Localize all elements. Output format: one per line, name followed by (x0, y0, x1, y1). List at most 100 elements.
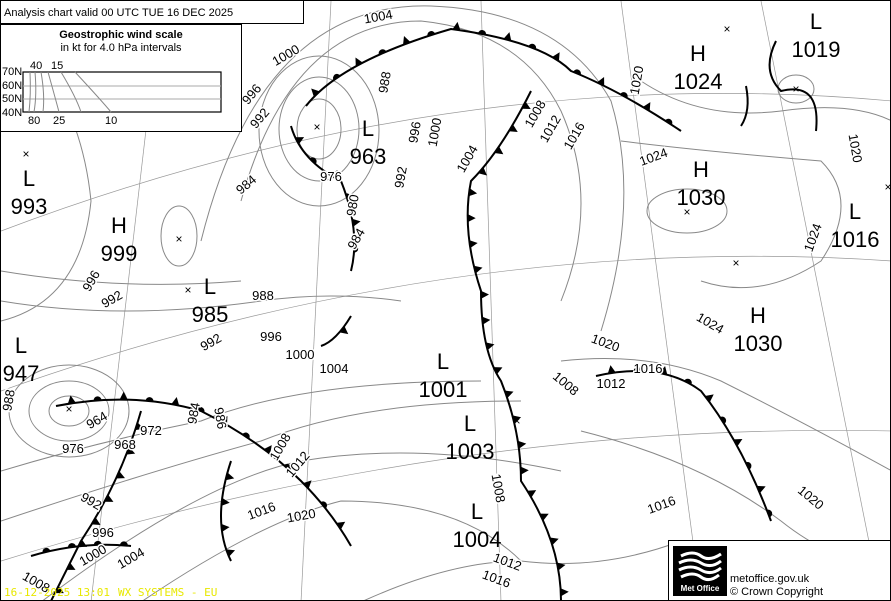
isobar-label: 992 (198, 330, 224, 354)
front-semicircle-icon (620, 92, 628, 99)
front-triangle-icon (221, 497, 230, 506)
front-triangle-icon (467, 214, 476, 223)
scale-top-label: 40 (30, 60, 42, 72)
isobar-label: 980 (343, 193, 362, 217)
pressure-centre-value: 1004 (453, 527, 502, 552)
pressure-centre-value: 999 (101, 241, 138, 266)
front-triangle-icon (452, 21, 461, 31)
front-triangle-icon (539, 513, 549, 521)
pressure-centre-type: L (810, 9, 822, 34)
front-semicircle-icon (354, 244, 359, 253)
isobar-label: 1024 (637, 145, 669, 169)
scale-top-label: 15 (51, 60, 63, 72)
isobar-label: 1000 (425, 117, 445, 148)
centre-marker-icon: × (175, 232, 182, 246)
pressure-centre-value: 993 (11, 194, 48, 219)
front-triangle-icon (67, 395, 76, 404)
front-semicircle-icon (378, 49, 387, 55)
isobar-label: 964 (84, 408, 110, 432)
isobar-label: 984 (344, 226, 368, 252)
front-triangle-icon (220, 416, 228, 425)
front-triangle-icon (508, 124, 518, 132)
occluded-front-2 (290, 125, 356, 272)
isobar-label: 1008 (266, 430, 293, 463)
isobar-label: 992 (391, 165, 410, 189)
front-triangle-icon (480, 290, 489, 299)
cold-front-2 (320, 315, 352, 347)
centre-marker-icon: × (184, 283, 191, 297)
front-triangle-icon (482, 316, 491, 325)
front-triangle-icon (512, 415, 522, 424)
front-semicircle-icon (719, 416, 727, 424)
isobar-label: 1008 (550, 369, 582, 399)
isobar-label: 1020 (795, 483, 827, 513)
website-link[interactable]: metoffice.gov.uk (730, 573, 810, 585)
front-semicircle-icon (284, 463, 292, 471)
isobar-label: 1020 (589, 331, 621, 355)
front-triangle-icon (221, 523, 230, 532)
front-triangle-icon (91, 517, 101, 525)
pressure-centre-type: L (362, 116, 374, 141)
front-semicircle-icon (573, 69, 581, 75)
front-symbols (42, 21, 773, 597)
chart-title: Analysis chart valid 00 UTC TUE 16 DEC 2… (0, 0, 304, 24)
front-triangle-icon (126, 447, 136, 455)
front-triangle-icon (485, 342, 495, 351)
pressure-centre-value: 1030 (677, 185, 726, 210)
geostrophic-wind-scale: Geostrophic wind scale in kt for 4.0 hPa… (0, 24, 242, 132)
front-triangle-icon (520, 466, 529, 475)
occluded-front-3 (55, 398, 352, 547)
front-triangle-icon (66, 562, 76, 570)
isobar-label: 1020 (286, 506, 317, 526)
centre-marker-icon: × (65, 402, 72, 416)
front-triangle-icon (473, 265, 483, 274)
front-triangle-icon (560, 588, 569, 597)
pressure-centre-value: 1030 (734, 331, 783, 356)
centre-marker-icon: × (792, 82, 799, 96)
lat-label: 60N (2, 80, 22, 92)
pressure-centre-type: L (204, 274, 216, 299)
front-semicircle-icon (745, 461, 752, 470)
pressure-centre-type: L (437, 349, 449, 374)
front-semicircle-icon (93, 396, 102, 401)
lat-label: 70N (2, 66, 22, 78)
isobar-label: 1016 (245, 499, 277, 523)
front-semicircle-icon (345, 193, 351, 202)
isobar-label: 996 (79, 268, 103, 294)
front-semicircle-icon (766, 509, 773, 518)
isobar-label: 1016 (560, 119, 587, 152)
isobar-label: 1004 (453, 142, 480, 175)
front-triangle-icon (54, 585, 64, 594)
front-semicircle-icon (478, 30, 486, 35)
trough (768, 40, 818, 132)
front-triangle-icon (607, 365, 616, 374)
copyright: © Crown Copyright (730, 586, 824, 598)
front-triangle-icon (226, 549, 236, 557)
front-semicircle-icon (145, 397, 154, 402)
front-semicircle-icon (684, 378, 692, 385)
pressure-centre-value: 1019 (792, 37, 841, 62)
pressure-centre-value: 963 (350, 144, 387, 169)
logo-text: Met Office (680, 584, 720, 593)
isobar-label: 976 (62, 441, 84, 456)
pressure-centre-value: 1024 (674, 69, 723, 94)
pressure-centre-value: 947 (3, 361, 40, 386)
isobar-label: 996 (92, 525, 114, 540)
front-triangle-icon (552, 52, 560, 62)
front-triangle-icon (403, 36, 411, 45)
pressure-centre-value: 1003 (446, 439, 495, 464)
isobar-label: 1024 (694, 309, 727, 336)
pressure-centre-value: 1001 (419, 377, 468, 402)
front-triangle-icon (596, 76, 605, 86)
isobar-label: 1000 (286, 347, 315, 362)
front-semicircle-icon (320, 501, 328, 509)
pressure-centre-type: H (693, 157, 709, 182)
wind-scale-graph: 70N 60N 50N 40N 40 15 80 25 10 (2, 60, 222, 127)
front-semicircle-icon (68, 543, 76, 548)
isobar-label: 984 (233, 172, 259, 197)
cold-front (466, 90, 562, 600)
pressure-centre-type: L (471, 499, 483, 524)
isobar-label: 1016 (480, 567, 512, 591)
front-triangle-icon (527, 490, 537, 498)
